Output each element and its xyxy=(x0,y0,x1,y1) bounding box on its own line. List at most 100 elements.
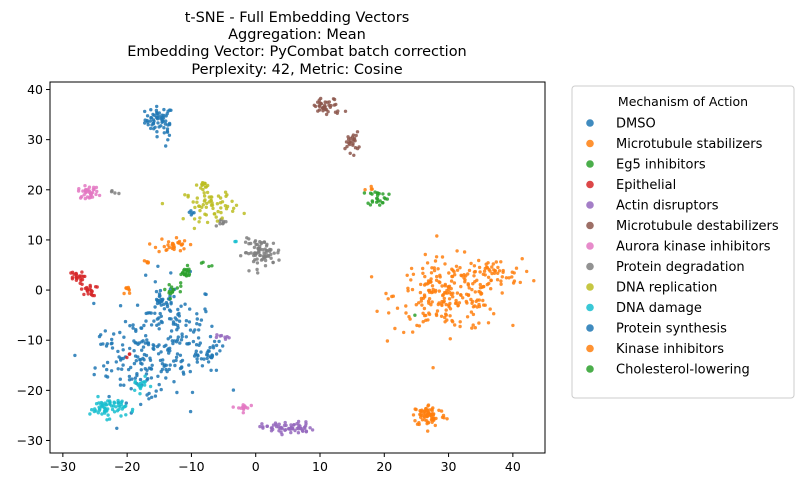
data-point xyxy=(276,251,280,255)
data-point xyxy=(93,366,97,370)
data-point xyxy=(289,423,293,427)
data-point xyxy=(478,282,482,287)
data-point xyxy=(82,292,86,297)
data-point xyxy=(160,201,165,206)
data-point xyxy=(242,211,246,216)
data-point xyxy=(431,406,435,410)
data-point xyxy=(145,338,149,342)
data-point xyxy=(469,310,474,314)
data-point xyxy=(430,300,434,304)
data-point xyxy=(182,247,186,251)
data-point xyxy=(216,194,221,198)
legend-marker xyxy=(586,365,594,373)
data-point xyxy=(117,407,121,412)
data-point xyxy=(436,267,440,271)
data-point xyxy=(491,262,495,266)
data-point xyxy=(205,190,210,195)
data-point xyxy=(474,299,478,304)
data-point xyxy=(233,239,237,244)
data-point xyxy=(142,323,146,328)
data-point xyxy=(247,237,251,241)
data-point xyxy=(483,303,487,307)
data-point xyxy=(88,412,92,416)
data-point xyxy=(421,266,425,271)
data-point xyxy=(120,367,124,371)
data-point xyxy=(518,280,522,285)
data-point xyxy=(462,273,466,277)
legend-marker xyxy=(586,324,594,332)
data-point xyxy=(419,299,423,303)
data-point xyxy=(486,321,491,325)
data-point xyxy=(139,326,144,330)
data-point xyxy=(269,256,273,260)
data-point xyxy=(411,413,416,417)
data-point xyxy=(96,411,101,415)
data-point xyxy=(117,191,121,196)
data-point xyxy=(133,381,137,385)
data-point xyxy=(255,267,259,272)
data-point xyxy=(454,298,458,303)
data-point xyxy=(422,306,427,311)
data-point xyxy=(200,364,205,368)
data-point xyxy=(158,311,162,316)
data-point xyxy=(192,354,197,358)
data-point xyxy=(112,410,117,414)
data-point xyxy=(131,326,135,330)
data-point xyxy=(92,293,97,298)
data-point xyxy=(283,420,287,425)
data-point xyxy=(215,202,220,206)
data-point xyxy=(182,272,186,277)
data-point xyxy=(219,210,223,215)
data-point xyxy=(421,296,426,300)
data-point xyxy=(141,345,146,349)
data-point xyxy=(177,311,181,316)
data-point xyxy=(180,332,184,336)
data-point xyxy=(154,389,158,393)
data-point xyxy=(265,242,269,246)
data-point xyxy=(497,269,502,273)
data-point xyxy=(129,387,133,391)
data-point xyxy=(92,301,96,306)
data-point xyxy=(496,265,500,270)
data-point xyxy=(72,272,76,276)
data-point xyxy=(69,271,73,275)
data-point xyxy=(413,419,417,423)
data-point xyxy=(260,248,265,252)
y-tick-label: 20 xyxy=(27,182,43,197)
data-point xyxy=(525,269,529,274)
data-point xyxy=(426,281,431,285)
data-point xyxy=(103,329,108,333)
data-point xyxy=(207,349,211,353)
data-point xyxy=(198,323,202,327)
data-point xyxy=(164,301,169,305)
legend-marker xyxy=(586,242,594,250)
data-point xyxy=(440,255,445,259)
data-point xyxy=(411,330,415,334)
data-point xyxy=(256,271,260,275)
data-point xyxy=(417,422,421,427)
data-point xyxy=(207,195,211,199)
data-point xyxy=(490,265,494,269)
data-point xyxy=(422,293,427,297)
data-point xyxy=(195,312,199,316)
data-point xyxy=(195,322,199,326)
data-point xyxy=(450,318,454,323)
data-point xyxy=(210,324,214,328)
data-point xyxy=(177,314,181,318)
data-point xyxy=(116,367,120,371)
data-point xyxy=(196,336,201,340)
data-point xyxy=(171,341,175,346)
data-point xyxy=(119,414,123,418)
data-point xyxy=(434,288,438,293)
data-point xyxy=(132,339,136,343)
data-point xyxy=(461,296,465,300)
series-protein-synthesis xyxy=(99,288,221,372)
data-point xyxy=(467,268,472,273)
data-point xyxy=(122,383,126,387)
data-point xyxy=(78,196,83,200)
data-point xyxy=(426,403,431,407)
data-point xyxy=(369,275,374,279)
data-point xyxy=(472,274,476,278)
data-point xyxy=(138,392,142,396)
data-point xyxy=(319,102,324,106)
